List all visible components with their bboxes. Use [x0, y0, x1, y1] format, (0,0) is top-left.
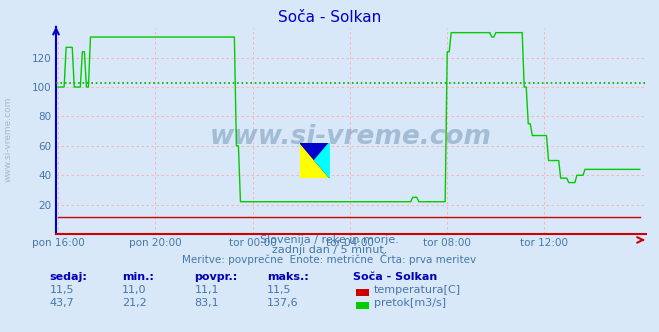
Text: Slovenija / reke in morje.: Slovenija / reke in morje. — [260, 235, 399, 245]
Text: 11,1: 11,1 — [194, 285, 219, 295]
Polygon shape — [315, 143, 330, 178]
Text: 11,5: 11,5 — [49, 285, 74, 295]
Text: 11,5: 11,5 — [267, 285, 291, 295]
Text: 43,7: 43,7 — [49, 298, 74, 308]
Text: 11,0: 11,0 — [122, 285, 146, 295]
Polygon shape — [300, 143, 330, 178]
Text: 83,1: 83,1 — [194, 298, 219, 308]
Polygon shape — [300, 143, 330, 178]
Text: Soča - Solkan: Soča - Solkan — [278, 10, 381, 25]
Text: povpr.:: povpr.: — [194, 272, 238, 282]
Text: www.si-vreme.com: www.si-vreme.com — [4, 97, 13, 182]
Text: Meritve: povprečne  Enote: metrične  Črta: prva meritev: Meritve: povprečne Enote: metrične Črta:… — [183, 253, 476, 265]
Text: 21,2: 21,2 — [122, 298, 147, 308]
Text: Soča - Solkan: Soča - Solkan — [353, 272, 437, 282]
Text: sedaj:: sedaj: — [49, 272, 87, 282]
Text: 137,6: 137,6 — [267, 298, 299, 308]
Text: min.:: min.: — [122, 272, 154, 282]
Text: www.si-vreme.com: www.si-vreme.com — [210, 124, 492, 150]
Text: maks.:: maks.: — [267, 272, 308, 282]
Text: pretok[m3/s]: pretok[m3/s] — [374, 298, 445, 308]
Text: zadnji dan / 5 minut.: zadnji dan / 5 minut. — [272, 245, 387, 255]
Text: temperatura[C]: temperatura[C] — [374, 285, 461, 295]
